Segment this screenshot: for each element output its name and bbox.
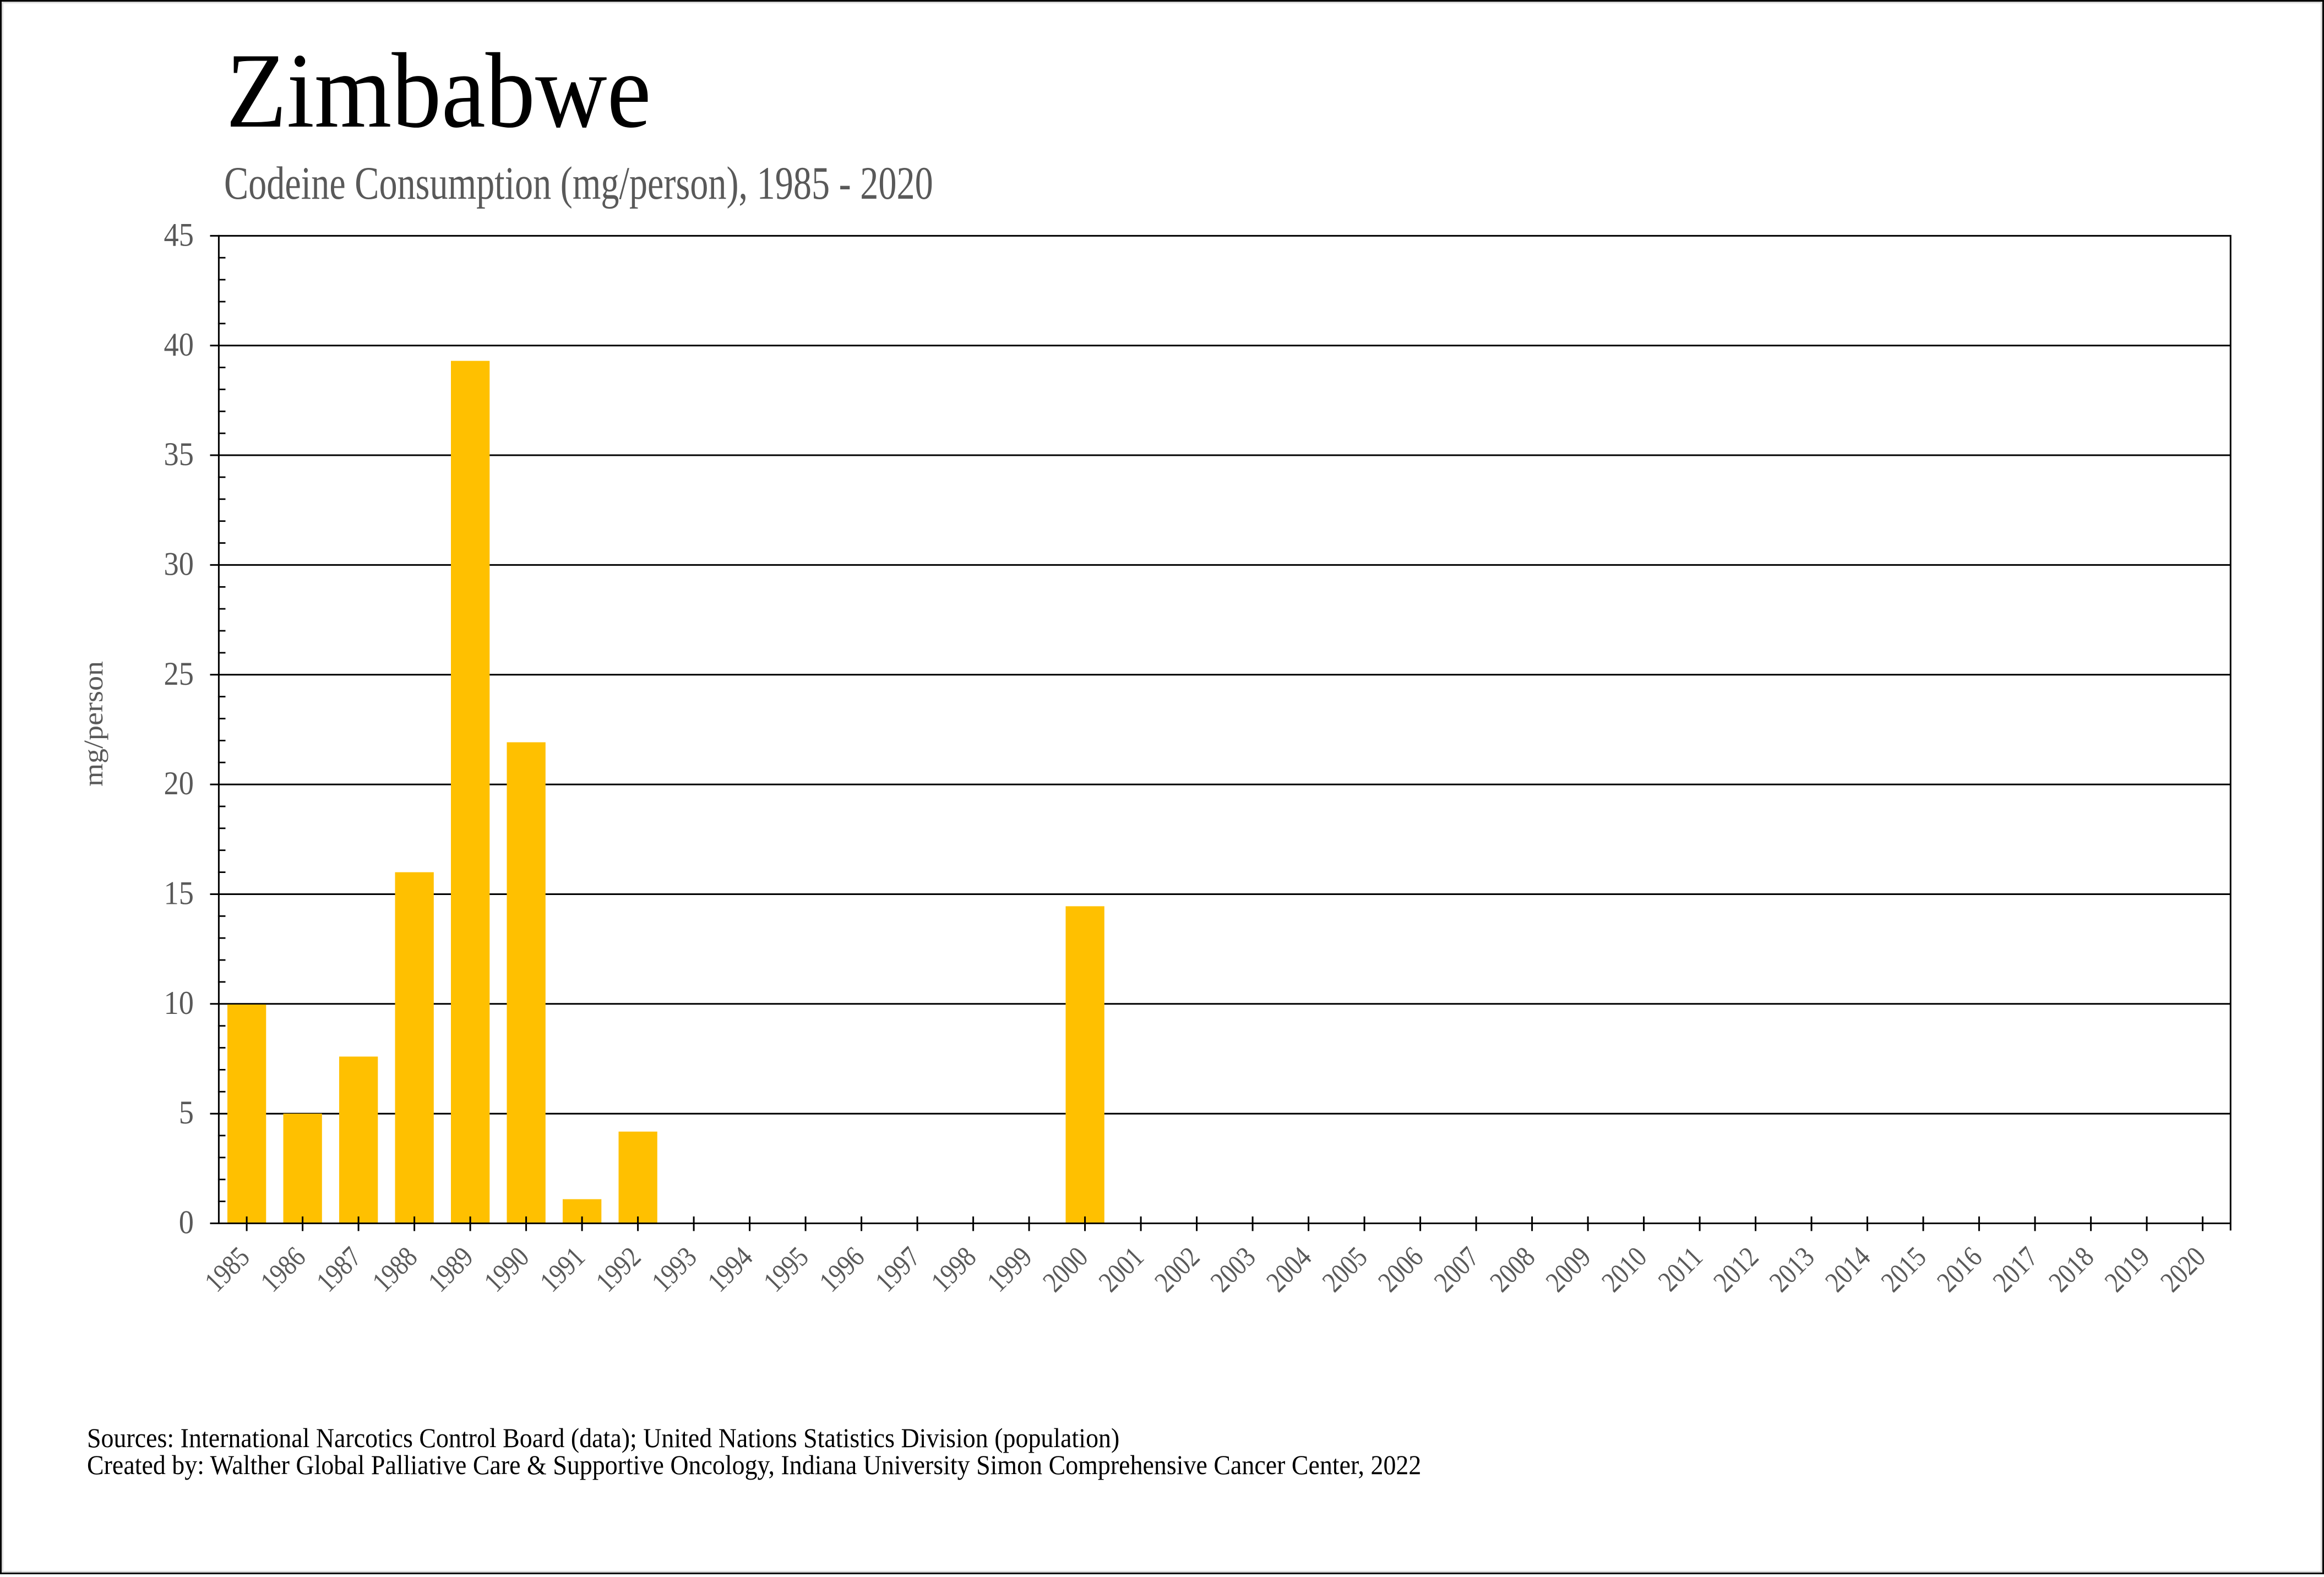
svg-text:mg/person: mg/person [79,661,109,787]
svg-text:25: 25 [164,656,194,692]
svg-text:0: 0 [179,1204,194,1241]
svg-text:Created by: Walther Global Pal: Created by: Walther Global Palliative Ca… [87,1450,1421,1480]
svg-text:35: 35 [164,436,194,473]
svg-text:15: 15 [164,875,194,912]
svg-text:45: 45 [164,217,194,253]
svg-text:5: 5 [179,1095,194,1131]
svg-text:Sources: International Narcoti: Sources: International Narcotics Control… [87,1423,1119,1453]
svg-text:Codeine Consumption (mg/person: Codeine Consumption (mg/person), 1985 - … [224,157,933,209]
svg-text:10: 10 [164,985,194,1021]
svg-text:30: 30 [164,546,194,582]
svg-text:Zimbabwe: Zimbabwe [226,31,651,150]
svg-text:20: 20 [164,766,194,802]
svg-text:40: 40 [164,326,194,363]
